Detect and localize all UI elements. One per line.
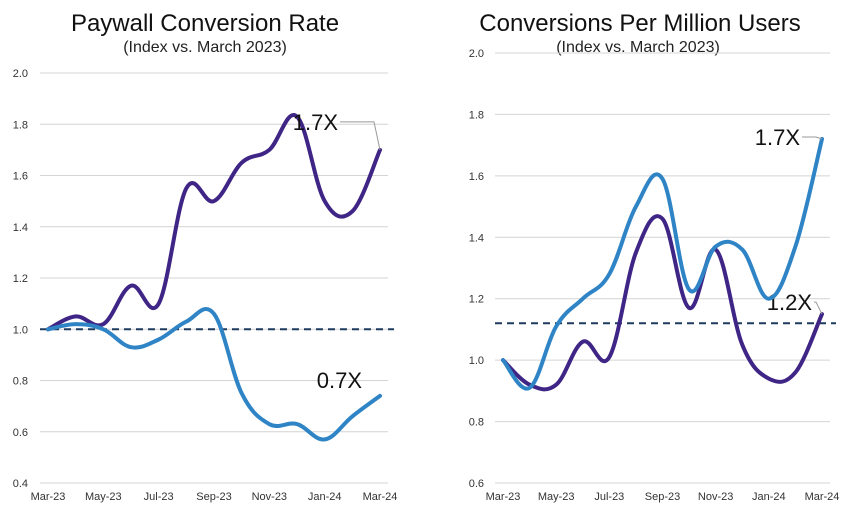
left-x-tick-label: Jan-24 bbox=[308, 491, 342, 503]
right-y-tick-label: 1.0 bbox=[469, 355, 484, 367]
left-blue-end-annotation: 0.7X bbox=[317, 368, 363, 393]
right-series-line-purple bbox=[501, 214, 824, 392]
right-y-tick-label: 0.6 bbox=[469, 478, 484, 490]
left-x-tick-label: Jul-23 bbox=[144, 491, 174, 503]
left-y-tick-label: 2.0 bbox=[13, 68, 28, 80]
right-purple-annotation-leader bbox=[814, 301, 823, 315]
left-x-tick-label: Nov-23 bbox=[252, 491, 287, 503]
right-chart-subtitle: (Index vs. March 2023) bbox=[556, 39, 720, 56]
right-blue-end-annotation: 1.7X bbox=[755, 125, 801, 150]
left-y-tick-label: 1.2 bbox=[13, 273, 28, 285]
right-y-tick-label: 0.8 bbox=[469, 417, 484, 429]
right-series-line-blue bbox=[501, 137, 824, 391]
left-y-tick-label: 0.8 bbox=[13, 376, 28, 388]
right-x-tick-label: May-23 bbox=[538, 491, 575, 503]
left-x-tick-label: Sep-23 bbox=[196, 491, 231, 503]
left-chart-title: Paywall Conversion Rate bbox=[71, 10, 339, 37]
right-x-tick-label: Mar-23 bbox=[486, 491, 521, 503]
right-chart: 0.6 0.8 1.0 1.2 1.4 1.6 1.8 2.0 Mar-23 May-23 Jul-… bbox=[469, 48, 840, 503]
left-y-tick-label: 1.0 bbox=[13, 324, 28, 336]
right-x-tick-label: Mar-24 bbox=[805, 491, 840, 503]
left-y-tick-label: 1.4 bbox=[13, 222, 28, 234]
left-y-tick-label: 0.6 bbox=[13, 427, 28, 439]
right-x-tick-label: Jan-24 bbox=[752, 491, 786, 503]
left-series-line-purple bbox=[46, 113, 382, 332]
right-y-tick-label: 1.6 bbox=[469, 171, 484, 183]
right-chart-title: Conversions Per Million Users bbox=[479, 10, 800, 37]
right-y-tick-label: 1.4 bbox=[469, 232, 484, 244]
right-x-tick-label: Sep-23 bbox=[645, 491, 680, 503]
left-chart-subtitle: (Index vs. March 2023) bbox=[123, 39, 287, 56]
right-y-tick-label: 1.8 bbox=[469, 109, 484, 121]
left-y-tick-label: 0.4 bbox=[13, 478, 28, 490]
right-x-tick-label: Nov-23 bbox=[698, 491, 733, 503]
right-y-tick-label: 1.2 bbox=[469, 294, 484, 306]
left-y-tick-label: 1.6 bbox=[13, 171, 28, 183]
left-x-tick-label: Mar-24 bbox=[363, 491, 398, 503]
right-blue-annotation-leader bbox=[802, 136, 823, 140]
left-purple-annotation-leader bbox=[340, 121, 381, 150]
left-x-tick-label: Mar-23 bbox=[31, 491, 66, 503]
left-x-tick-label: May-23 bbox=[85, 491, 122, 503]
left-y-tick-label: 1.8 bbox=[13, 119, 28, 131]
right-y-tick-label: 2.0 bbox=[469, 48, 484, 60]
left-series-line-blue bbox=[46, 307, 382, 442]
left-chart: 0.4 0.6 0.8 1.0 1.2 1.4 1.6 1.8 2.0 Mar-23 May-23 J… bbox=[13, 68, 398, 503]
right-x-tick-label: Jul-23 bbox=[594, 491, 624, 503]
left-purple-end-annotation: 1.7X bbox=[293, 110, 339, 135]
